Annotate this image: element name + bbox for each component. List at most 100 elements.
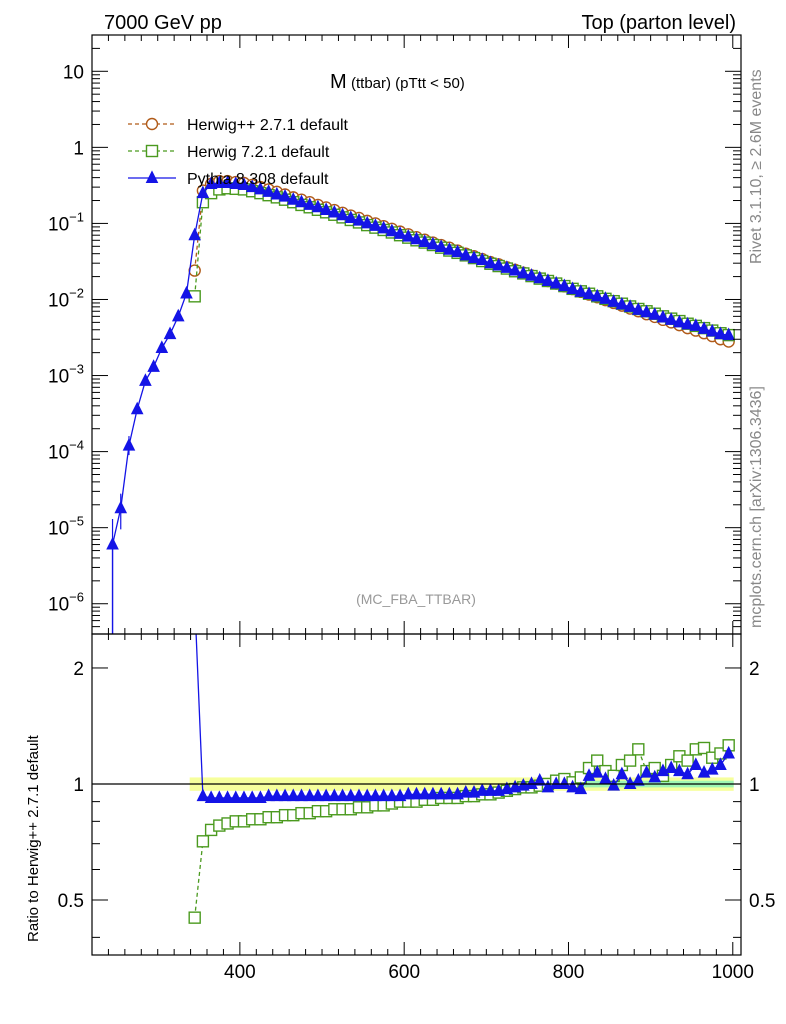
pythia-8-308-default-point <box>459 247 473 261</box>
pythia-8-308-default-point <box>130 401 144 415</box>
pythia-8-308-default-point <box>714 326 727 340</box>
pythia-8-308-default-ratio-point <box>558 776 571 789</box>
pythia-8-308-default-ratio-point <box>352 788 366 802</box>
pythia-8-308-default-point <box>311 199 325 213</box>
herwig-7-2-1-default-ratio-point <box>681 754 694 767</box>
pythia-8-308-default-ratio-point <box>434 786 448 800</box>
pythia-8-308-default-ratio-point <box>574 781 588 795</box>
pythia-8-308-default-point <box>286 192 300 205</box>
chart-title-sub: (ttbar) (pTtt < 50) <box>351 75 465 92</box>
watermark: (MC_FBA_TTBAR) <box>356 591 476 607</box>
pythia-8-308-default-point <box>632 302 645 315</box>
pythia-8-308-default-ratio-point <box>196 788 210 802</box>
pythia-8-308-default-ratio-point <box>681 766 694 780</box>
pythia-8-308-default-point <box>180 285 193 299</box>
pythia-8-308-default-ratio-point <box>664 760 678 774</box>
pythia-8-308-default-point <box>533 270 547 284</box>
pythia-8-308-default-point <box>697 321 711 334</box>
pythia-8-308-default-ratio-point <box>295 788 308 802</box>
pythia-8-308-default-point <box>566 281 579 295</box>
pythia-8-308-default-point <box>443 242 456 255</box>
pythia-8-308-default-ratio-point <box>229 790 243 803</box>
pythia-8-308-default-ratio-point <box>623 776 637 789</box>
pythia-8-308-default-ratio-point <box>418 786 432 800</box>
herwig-7-2-1-default-ratio-point <box>196 835 210 848</box>
pythia-8-308-default-point <box>590 288 604 302</box>
pythia-8-308-default-ratio-point <box>459 784 473 798</box>
pythia-8-308-default-point <box>319 202 333 216</box>
herwig-7-2-1-default-ratio-point <box>591 754 604 767</box>
pythia-8-308-default-point <box>484 255 497 269</box>
pythia-8-308-default-ratio-point <box>590 765 604 778</box>
pythia-8-308-default-point <box>525 268 538 281</box>
herwig-7-2-1-default-ratio-point <box>697 741 711 755</box>
ratio-y-tick-label: 2 <box>73 659 84 680</box>
pythia-8-308-default-ratio-point <box>566 779 579 793</box>
legend-marker-pythia-8-308-default <box>145 170 159 183</box>
legend-label-herwig-2-7-1-default: Herwig++ 2.7.1 default <box>187 117 349 134</box>
pythia-8-308-default-point <box>377 220 390 234</box>
pythia-8-308-default-point <box>401 229 415 242</box>
pythia-8-308-default-point <box>689 318 703 331</box>
pythia-8-308-default-point <box>155 340 169 354</box>
pythia-8-308-default-ratio-point <box>410 786 423 800</box>
chart-title-main: M <box>330 71 347 93</box>
pythia-8-308-default-point <box>328 204 341 218</box>
pythia-8-308-default-point <box>467 250 481 264</box>
pythia-8-308-default-point <box>722 327 735 341</box>
pythia-8-308-default-ratio-point <box>344 788 358 802</box>
pythia-8-308-default-ratio-point <box>237 790 251 803</box>
axis-ticks: 400 600 800 100010−610−510−410−310−210−1110… <box>48 34 775 983</box>
pythia-8-308-default-ratio-point <box>648 769 662 783</box>
y-tick-label: 10−4 <box>48 438 84 464</box>
pythia-8-308-default-point <box>254 181 267 195</box>
pythia-8-308-default-point <box>245 179 259 193</box>
pythia-8-308-default-point <box>410 231 423 245</box>
pythia-8-308-default-ratio-point <box>360 788 374 802</box>
pythia-8-308-default-point <box>188 227 201 241</box>
pythia-8-308-default-ratio-point <box>484 783 497 796</box>
pythia-8-308-default-ratio-point <box>377 788 390 802</box>
pythia-8-308-default-ratio-point <box>607 778 620 791</box>
pythia-8-308-default-ratio-point <box>722 745 735 759</box>
pythia-8-308-default-point <box>360 215 374 229</box>
y-tick-label: 1 <box>73 138 84 159</box>
ratio-y-tick-label-right: 2 <box>749 659 760 680</box>
pythia-8-308-default-ratio-point <box>262 788 275 802</box>
pythia-8-308-default-ratio-point <box>336 788 349 802</box>
pythia-8-308-default-ratio-point <box>475 783 489 796</box>
pythia-8-308-default-ratio-point <box>632 773 645 786</box>
pythia-8-308-default-ratio-point <box>549 776 563 789</box>
pythia-8-308-default-point <box>163 326 177 340</box>
legend-marker-herwig-7-2-1-default <box>145 144 159 158</box>
pythia-8-308-default-line <box>111 182 729 634</box>
pythia-8-308-default-point <box>278 189 292 202</box>
pythia-8-308-default-point <box>434 239 448 252</box>
y-tick-label: 10−2 <box>48 285 84 311</box>
pythia-8-308-default-point <box>344 210 358 223</box>
herwig-7-2-1-default-ratio-point <box>188 911 201 924</box>
pythia-8-308-default-point <box>640 304 653 318</box>
pythia-8-308-default-point <box>262 184 275 197</box>
pythia-8-308-default-point <box>426 236 440 250</box>
pythia-8-308-default-point <box>615 296 629 310</box>
pythia-8-308-default-point <box>541 273 555 286</box>
pythia-8-308-default-point <box>295 194 308 208</box>
ratio-series-layer <box>188 634 735 924</box>
y-tick-label: 10−6 <box>48 590 84 616</box>
herwig-7-2-1-default-ratio-point <box>632 743 645 756</box>
pythia-8-308-default-point <box>582 286 596 300</box>
pythia-8-308-default-point <box>623 299 637 312</box>
pythia-8-308-default-point <box>475 252 489 266</box>
mcplots-label: mcplots.cern.ch [arXiv:1306.3436] <box>748 386 765 628</box>
pythia-8-308-default-point <box>196 185 210 199</box>
pythia-8-308-default-point <box>369 218 382 231</box>
pythia-8-308-default-point <box>221 175 234 188</box>
y-tick-label: 10−5 <box>48 514 84 540</box>
pythia-8-308-default-ratio-point <box>533 773 547 786</box>
x-tick-label: 400 <box>224 962 256 983</box>
pythia-8-308-default-ratio-point <box>221 790 234 803</box>
pythia-8-308-default-point <box>229 176 243 189</box>
pythia-8-308-default-ratio-point <box>328 788 341 802</box>
